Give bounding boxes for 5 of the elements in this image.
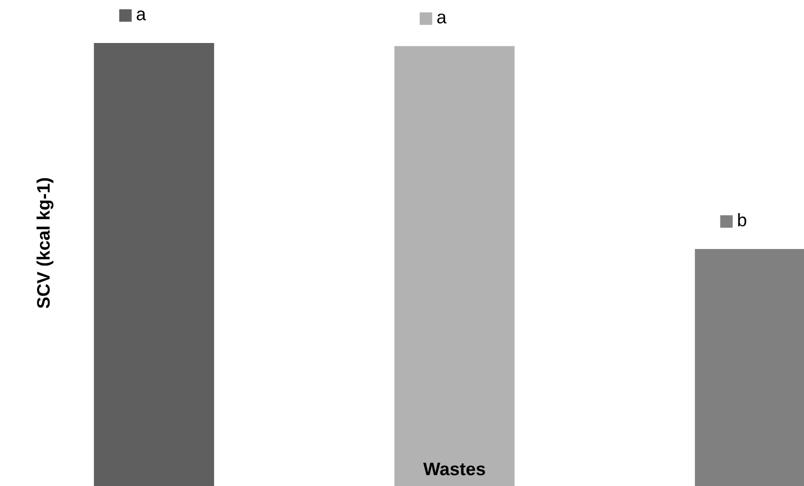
text: a (437, 14, 447, 24)
annotation: b (738, 213, 746, 226)
y-axis-title: SCV (kcal kg-1) (36, 178, 54, 308)
text: a (136, 10, 146, 20)
x-axis-title: Wastes (423, 462, 486, 476)
